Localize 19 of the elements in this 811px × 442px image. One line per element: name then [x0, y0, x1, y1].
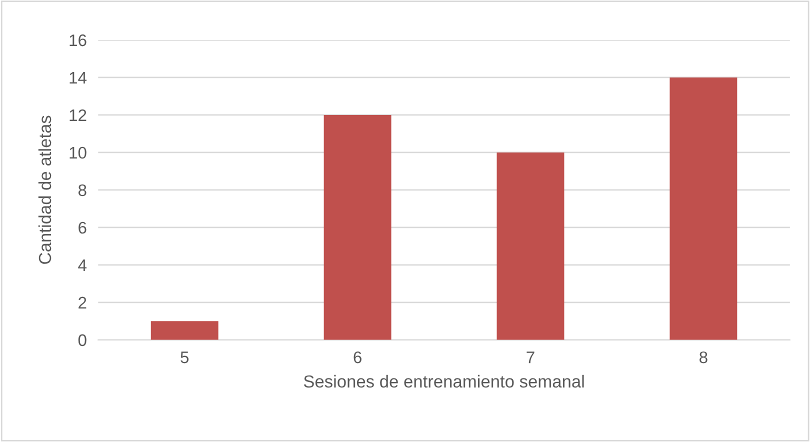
- y-tick-label: 0: [78, 334, 86, 346]
- y-tick-label: 6: [78, 222, 86, 234]
- y-tick-label: 4: [78, 259, 87, 271]
- y-tick-label: 12: [70, 109, 86, 122]
- x-axis-title: Sesiones de entrenamiento semanal: [304, 374, 584, 388]
- y-tick-label: 2: [78, 296, 86, 308]
- x-tick-label: 8: [700, 351, 708, 364]
- bar: [324, 114, 392, 340]
- y-tick-label: 16: [70, 34, 86, 46]
- bar: [670, 77, 738, 340]
- x-tick-label: 5: [180, 352, 189, 364]
- bar: [496, 152, 564, 340]
- y-axis-title: Cantidad de atletas: [38, 116, 52, 264]
- x-tick-label: 7: [526, 352, 534, 364]
- y-tick-label: 14: [70, 72, 87, 84]
- y-tick-label: 8: [78, 184, 86, 196]
- x-tick-label: 6: [354, 351, 362, 364]
- bar: [150, 321, 218, 340]
- y-tick-label: 10: [70, 146, 86, 159]
